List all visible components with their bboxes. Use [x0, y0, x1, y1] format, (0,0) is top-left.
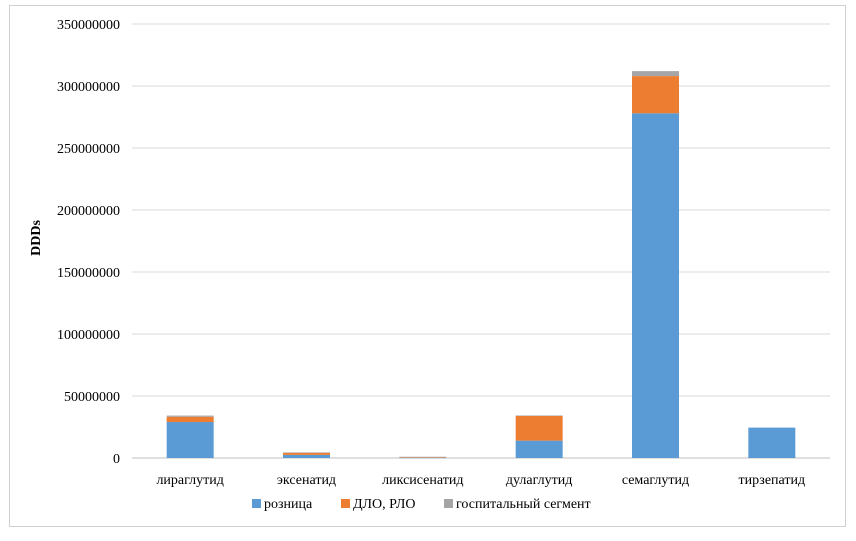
bar-segment — [283, 452, 330, 455]
x-tick-label: дулаглутид — [506, 473, 572, 488]
x-tick-label: тирзепатид — [739, 473, 806, 488]
y-tick-label: 300000000 — [57, 80, 120, 95]
legend-swatch — [341, 499, 350, 508]
x-tick-label: эксенатид — [277, 473, 336, 488]
bar-segment — [515, 415, 563, 441]
y-axis-ticks: 0 50000000 100000000 150000000 200000000 2500… — [57, 18, 120, 467]
legend-label: ДЛО, РЛО — [353, 497, 416, 512]
y-tick-label: 100000000 — [57, 328, 120, 343]
y-tick-label: 350000000 — [57, 18, 120, 33]
bar-segment — [283, 454, 330, 458]
legend: розница ДЛО, РЛО госпитальный сегмент — [252, 497, 591, 512]
bar-segment — [632, 71, 679, 77]
y-axis-label: DDDs — [29, 220, 44, 256]
y-tick-label: 150000000 — [57, 266, 120, 281]
bar-segment — [748, 427, 796, 458]
x-axis-ticks: лираглутид эксенатид ликсисенатид дулаглути… — [156, 473, 805, 488]
chart-frame — [9, 5, 846, 527]
bar-segment — [166, 415, 214, 417]
legend-label: госпитальный сегмент — [456, 497, 591, 512]
legend-label: розница — [264, 497, 313, 512]
bar-segment — [166, 422, 214, 458]
bar-segment — [283, 452, 330, 453]
legend-swatch — [444, 499, 453, 508]
gridlines — [132, 23, 830, 459]
bar-segment — [399, 456, 447, 458]
legend-swatch — [252, 499, 261, 508]
y-tick-label: 0 — [113, 452, 120, 467]
x-tick-label: семаглутид — [622, 473, 689, 488]
y-tick-label: 200000000 — [57, 204, 120, 219]
x-tick-label: ликсисенатид — [382, 473, 463, 488]
bars — [166, 71, 796, 459]
bar-segment — [399, 457, 447, 458]
bar-segment — [515, 415, 563, 416]
bar-segment — [166, 416, 214, 423]
y-tick-label: 50000000 — [64, 390, 120, 405]
x-tick-label: лираглутид — [156, 473, 223, 488]
y-tick-label: 250000000 — [57, 142, 120, 157]
bar-segment — [632, 113, 679, 458]
bar-segment — [632, 76, 679, 114]
bar-segment — [515, 440, 563, 458]
